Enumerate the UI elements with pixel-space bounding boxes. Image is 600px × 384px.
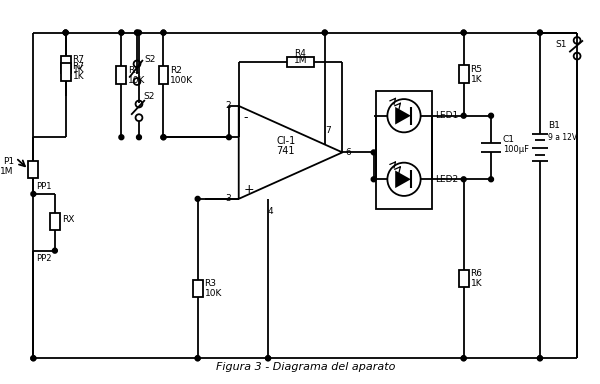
Circle shape [52, 248, 58, 253]
Text: 10K: 10K [128, 76, 146, 84]
Circle shape [137, 30, 142, 35]
Circle shape [161, 135, 166, 140]
Text: LED1: LED1 [435, 111, 458, 120]
Text: R7: R7 [73, 62, 85, 71]
Circle shape [488, 177, 493, 182]
Circle shape [227, 135, 232, 140]
Text: R6: R6 [470, 269, 482, 278]
Bar [158, 66, 169, 84]
Text: 741: 741 [277, 146, 295, 156]
Circle shape [461, 30, 466, 35]
Text: 1M: 1M [293, 56, 307, 65]
Text: PP2: PP2 [36, 254, 52, 263]
Bar [459, 65, 469, 83]
Text: R5: R5 [470, 65, 482, 74]
Text: 3: 3 [225, 194, 231, 204]
Circle shape [461, 113, 466, 118]
Circle shape [538, 30, 542, 35]
Text: CI-1: CI-1 [276, 136, 295, 146]
Text: 2: 2 [225, 101, 231, 111]
Text: -: - [244, 111, 248, 124]
Text: R4: R4 [295, 49, 306, 58]
Circle shape [161, 135, 166, 140]
Text: C1: C1 [503, 135, 515, 144]
Circle shape [31, 356, 36, 361]
Text: 4: 4 [267, 207, 273, 216]
Circle shape [119, 135, 124, 140]
Circle shape [322, 30, 327, 35]
Text: 100μF: 100μF [503, 145, 529, 154]
Circle shape [195, 356, 200, 361]
Circle shape [322, 30, 327, 35]
Circle shape [31, 192, 36, 196]
Text: +: + [244, 182, 254, 195]
Polygon shape [395, 107, 411, 124]
Text: P1: P1 [2, 157, 14, 166]
Circle shape [195, 196, 200, 201]
Bar [459, 270, 469, 287]
Text: PP1: PP1 [36, 182, 52, 190]
Text: B1: B1 [548, 121, 560, 131]
Text: R7: R7 [73, 55, 85, 64]
Text: 10K: 10K [205, 289, 222, 298]
Circle shape [137, 135, 142, 140]
Text: R3: R3 [205, 279, 217, 288]
Circle shape [488, 113, 493, 118]
Text: Figura 3 - Diagrama del aparato: Figura 3 - Diagrama del aparato [215, 362, 395, 372]
Bar [50, 212, 60, 230]
Circle shape [63, 30, 68, 35]
Polygon shape [395, 170, 411, 188]
Text: 1K: 1K [73, 65, 84, 74]
Text: S1: S1 [556, 40, 567, 49]
Circle shape [134, 30, 139, 35]
Text: 1K: 1K [470, 279, 482, 288]
Text: S2: S2 [144, 92, 155, 101]
Bar [287, 57, 314, 67]
Text: 1K: 1K [470, 74, 482, 84]
Bar [28, 161, 38, 178]
Circle shape [119, 30, 124, 35]
Circle shape [371, 177, 376, 182]
Circle shape [538, 356, 542, 361]
Circle shape [31, 356, 36, 361]
Circle shape [119, 30, 124, 35]
Circle shape [266, 356, 271, 361]
Bar [61, 56, 71, 73]
Circle shape [461, 356, 466, 361]
Circle shape [195, 356, 200, 361]
Circle shape [538, 356, 542, 361]
Text: S2: S2 [145, 55, 156, 65]
Text: 1K: 1K [73, 72, 84, 81]
Text: R1: R1 [128, 66, 140, 75]
Text: R2: R2 [170, 66, 182, 75]
Circle shape [538, 30, 542, 35]
Circle shape [134, 30, 139, 35]
Circle shape [371, 150, 376, 155]
Circle shape [63, 30, 68, 35]
Bar [193, 280, 203, 297]
Circle shape [63, 30, 68, 35]
Circle shape [266, 356, 271, 361]
Circle shape [461, 177, 466, 182]
Text: 7: 7 [325, 126, 331, 136]
Text: RX: RX [62, 215, 74, 224]
Text: 6: 6 [346, 148, 351, 157]
Text: 9 a 12V: 9 a 12V [548, 133, 577, 142]
Text: 100K: 100K [170, 76, 193, 84]
Circle shape [161, 30, 166, 35]
Circle shape [161, 30, 166, 35]
Text: LED2: LED2 [435, 175, 458, 184]
Bar [116, 66, 126, 84]
Circle shape [461, 356, 466, 361]
Bar [61, 63, 71, 81]
Bar [376, 91, 433, 209]
Text: 1M: 1M [1, 167, 14, 176]
Circle shape [461, 30, 466, 35]
